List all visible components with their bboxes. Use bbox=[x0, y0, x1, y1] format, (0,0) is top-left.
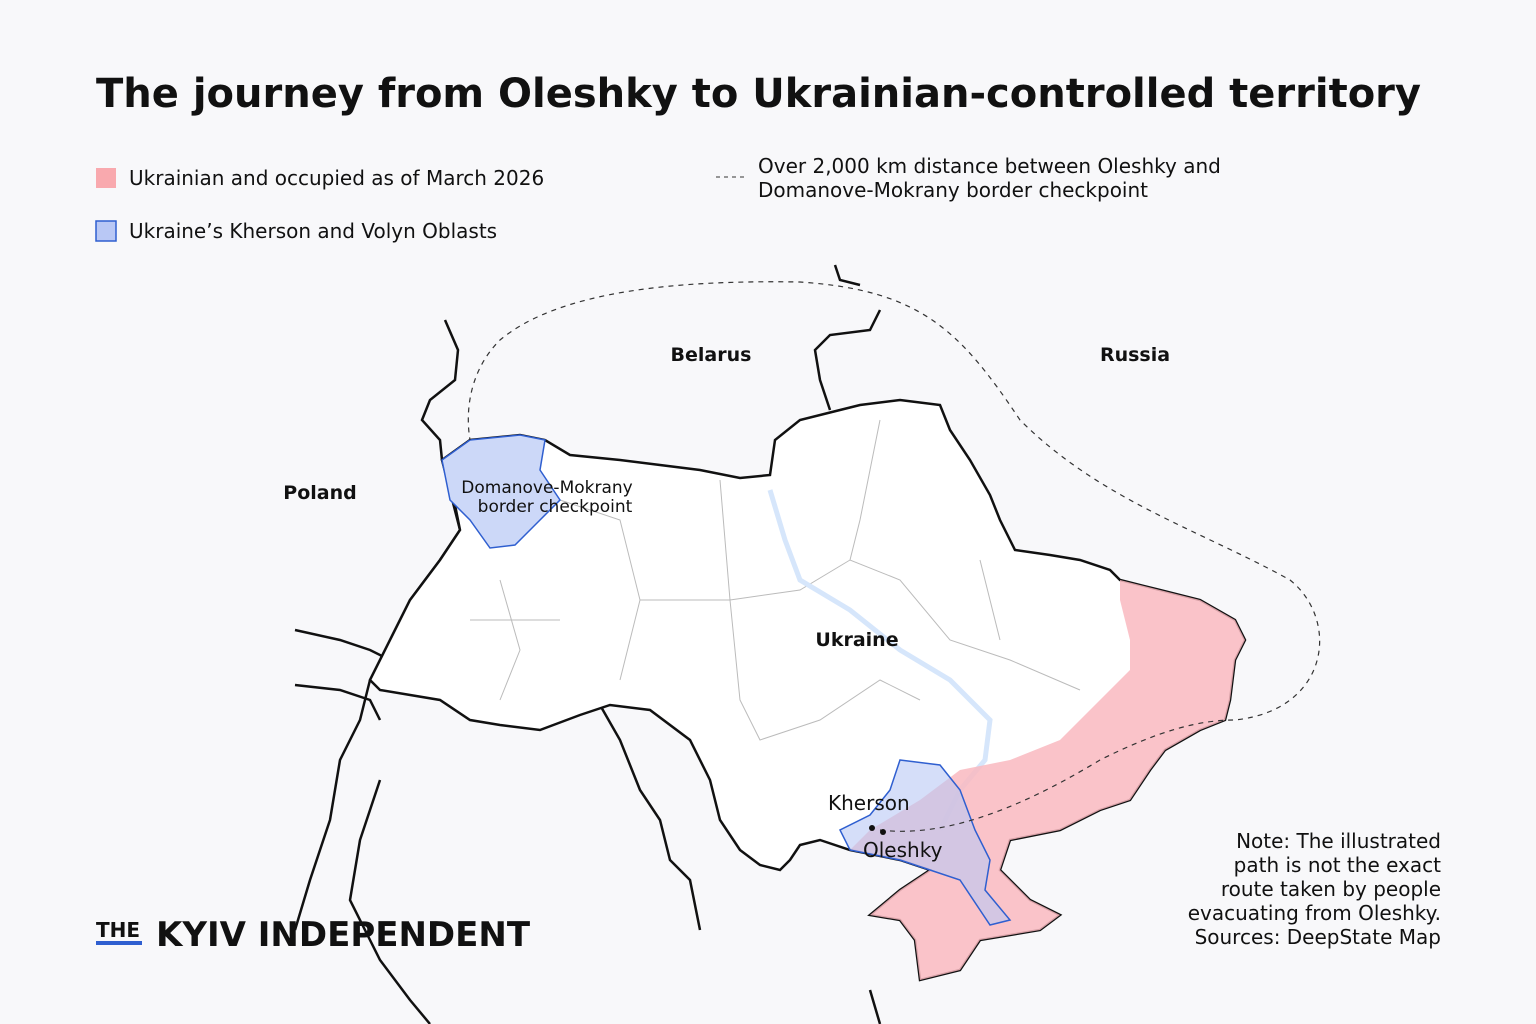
note-line: evacuating from Oleshky. bbox=[1188, 901, 1441, 925]
legend-swatch bbox=[96, 168, 116, 188]
kherson-oblast bbox=[838, 759, 1012, 926]
legend-label: Domanove-Mokrany border checkpoint bbox=[758, 178, 1148, 202]
neighbour-borders bbox=[294, 628, 882, 1024]
country-label: Ukraine bbox=[815, 629, 898, 651]
legend-label: Over 2,000 km distance between Oleshky a… bbox=[758, 154, 1221, 178]
checkpoint-label: Domanove-Mokrany bbox=[461, 478, 632, 498]
country-label: Russia bbox=[1100, 344, 1170, 366]
note-line: Sources: DeepState Map bbox=[1195, 925, 1441, 949]
oblast-borders bbox=[470, 419, 1081, 741]
country-label: Poland bbox=[283, 482, 356, 504]
belarus-russia-border bbox=[813, 264, 882, 411]
legend-label: Ukrainian and occupied as of March 2026 bbox=[129, 166, 544, 190]
occupied-area bbox=[850, 580, 1245, 980]
legend-swatch bbox=[95, 220, 117, 242]
logo-bar bbox=[96, 941, 142, 945]
city-label: Kherson bbox=[828, 791, 910, 815]
logo-prefix: THE bbox=[96, 918, 140, 942]
volyn-oblast bbox=[441, 434, 561, 549]
checkpoint-label: border checkpoint bbox=[478, 497, 633, 517]
note-line: route taken by people bbox=[1221, 877, 1441, 901]
kherson-dot bbox=[869, 825, 875, 831]
oleshky-dot bbox=[880, 829, 886, 835]
country-label: Belarus bbox=[671, 344, 752, 366]
legend-label: Ukraine’s Kherson and Volyn Oblasts bbox=[129, 219, 497, 243]
city-label: Oleshky bbox=[863, 838, 943, 862]
note-line: Note: The illustrated bbox=[1236, 829, 1441, 853]
note-line: path is not the exact bbox=[1234, 853, 1441, 877]
title: The journey from Oleshky to Ukrainian-co… bbox=[96, 71, 1421, 117]
route-path bbox=[467, 281, 1321, 832]
logo-name: KYIV INDEPENDENT bbox=[156, 915, 531, 955]
